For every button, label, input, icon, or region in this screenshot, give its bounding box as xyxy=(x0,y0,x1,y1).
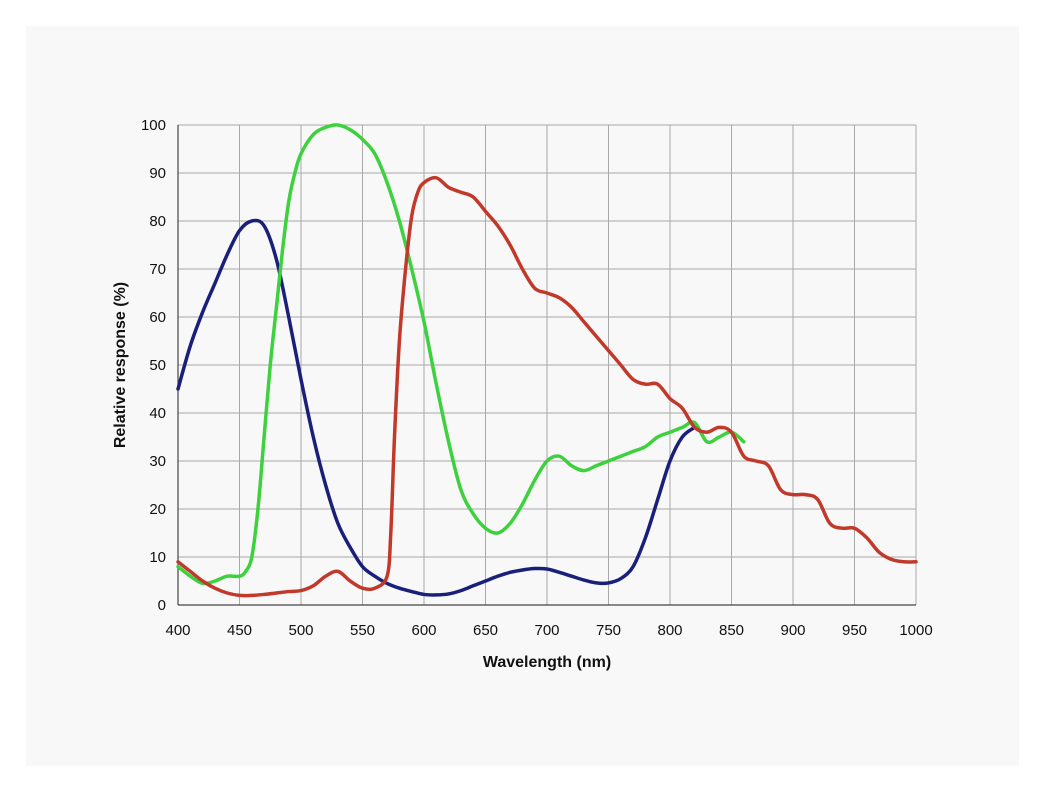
x-tick-label: 800 xyxy=(657,622,682,639)
tick-labels: 400 450 500 550 600 650 700 750 800 850 900 950 1000… xyxy=(141,117,933,639)
x-tick-label: 500 xyxy=(288,622,313,639)
x-tick-label: 650 xyxy=(473,622,498,639)
x-tick-label: 950 xyxy=(842,622,867,639)
x-tick-label: 600 xyxy=(411,622,436,639)
x-axis-title: Wavelength (nm) xyxy=(483,654,611,671)
x-tick-label: 900 xyxy=(780,622,805,639)
y-tick-label: 10 xyxy=(149,549,166,566)
red-series-line xyxy=(176,175,918,598)
blue-series-line xyxy=(176,218,697,597)
green-series-line xyxy=(176,123,746,586)
chart-panel: 400 450 500 550 600 650 700 750 800 850 900 950 1000… xyxy=(26,26,1019,766)
y-tick-label: 90 xyxy=(149,165,166,182)
x-tick-label: 700 xyxy=(534,622,559,639)
y-tick-label: 30 xyxy=(149,453,166,470)
x-tick-label: 850 xyxy=(719,622,744,639)
y-tick-label: 100 xyxy=(141,117,166,134)
spectral-response-chart: 400 450 500 550 600 650 700 750 800 850 900 950 1000… xyxy=(112,117,933,671)
y-tick-label: 60 xyxy=(149,309,166,326)
y-tick-label: 50 xyxy=(149,357,166,374)
x-tick-label: 450 xyxy=(227,622,252,639)
x-tick-label: 550 xyxy=(350,622,375,639)
y-tick-label: 20 xyxy=(149,501,166,518)
axes xyxy=(177,125,916,606)
x-tick-label: 1000 xyxy=(899,622,932,639)
y-tick-label: 70 xyxy=(149,261,166,278)
y-axis-title: Relative response (%) xyxy=(112,282,129,448)
y-tick-label: 80 xyxy=(149,213,166,230)
y-tick-label: 0 xyxy=(158,597,166,614)
series-layer xyxy=(176,123,918,598)
x-tick-label: 750 xyxy=(596,622,621,639)
y-tick-label: 40 xyxy=(149,405,166,422)
x-tick-label: 400 xyxy=(165,622,190,639)
